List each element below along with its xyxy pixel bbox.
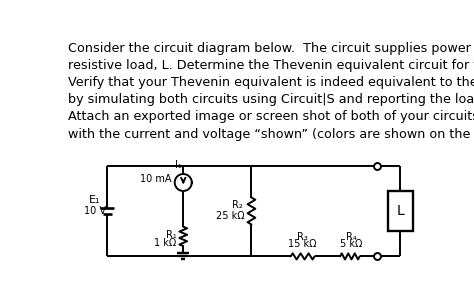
Text: R₄: R₄ — [346, 232, 357, 242]
Text: R₁: R₁ — [165, 230, 176, 240]
Text: R₃: R₃ — [297, 232, 308, 242]
Text: E₁: E₁ — [89, 195, 100, 205]
Text: R₂: R₂ — [232, 200, 243, 210]
Text: I₁: I₁ — [175, 160, 182, 170]
Text: Consider the circuit diagram below.  The circuit supplies power to the unknown
r: Consider the circuit diagram below. The … — [68, 42, 474, 140]
Text: 25 kΩ: 25 kΩ — [216, 211, 245, 221]
Text: 5 kΩ: 5 kΩ — [340, 239, 363, 249]
Text: L: L — [396, 204, 404, 218]
Text: 15 kΩ: 15 kΩ — [288, 239, 317, 249]
Text: 1 kΩ: 1 kΩ — [154, 238, 176, 248]
Text: 10 mA: 10 mA — [140, 174, 172, 184]
Text: 10 V: 10 V — [84, 206, 106, 216]
Bar — [388, 191, 413, 231]
